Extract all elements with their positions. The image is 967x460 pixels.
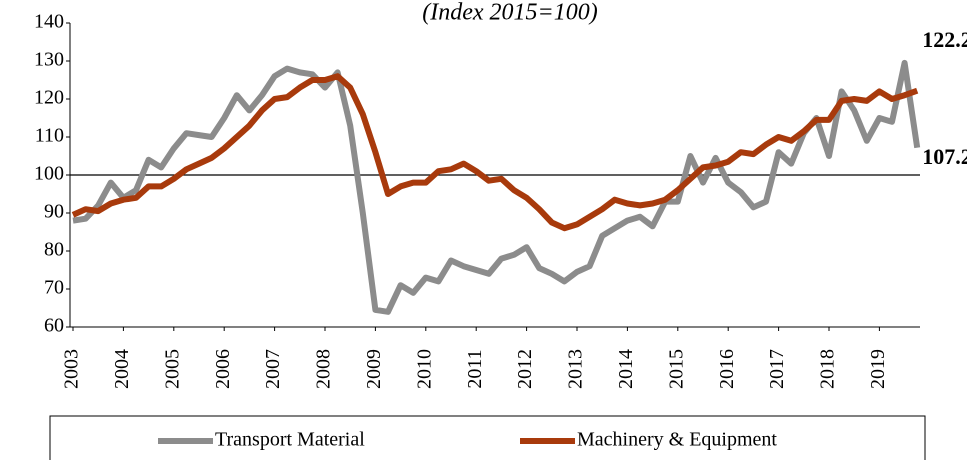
x-tick-label: 2004 (111, 349, 133, 389)
y-tick-label: 100 (34, 163, 64, 185)
x-tick-label: 2014 (615, 349, 637, 389)
y-tick-label: 70 (44, 277, 64, 299)
x-tick-label: 2013 (565, 349, 587, 389)
x-tick-label: 2015 (665, 349, 687, 389)
end-label: 122.2 (922, 27, 967, 52)
y-tick-label: 60 (44, 315, 64, 337)
x-tick-label: 2017 (766, 349, 788, 389)
x-tick-label: 2006 (212, 349, 234, 389)
y-tick-label: 120 (34, 87, 64, 109)
x-tick-label: 2008 (313, 349, 335, 389)
series-line (72, 59, 921, 315)
x-tick-label: 2007 (262, 349, 284, 389)
y-tick-label: 80 (44, 239, 64, 261)
x-tick-label: 2012 (514, 349, 536, 389)
y-tick-label: 90 (44, 201, 64, 223)
x-tick-label: 2003 (61, 349, 83, 389)
x-tick-label: 2019 (867, 349, 889, 389)
x-tick-label: 2009 (363, 349, 385, 389)
x-tick-label: 2018 (817, 349, 839, 389)
x-tick-label: 2010 (413, 349, 435, 389)
y-tick-label: 110 (35, 125, 64, 147)
x-tick-label: 2005 (161, 349, 183, 389)
series-line (71, 73, 919, 232)
legend-label: Machinery & Equipment (577, 429, 777, 451)
y-tick-label: 140 (34, 11, 64, 33)
chart-title: (Index 2015=100) (422, 0, 597, 26)
x-tick-label: 2016 (716, 349, 738, 389)
y-tick-label: 130 (34, 49, 64, 71)
legend-box (49, 415, 926, 460)
legend-label: Transport Material (215, 429, 365, 451)
end-label: 107.2 (922, 144, 967, 169)
x-tick-label: 2011 (464, 349, 486, 388)
